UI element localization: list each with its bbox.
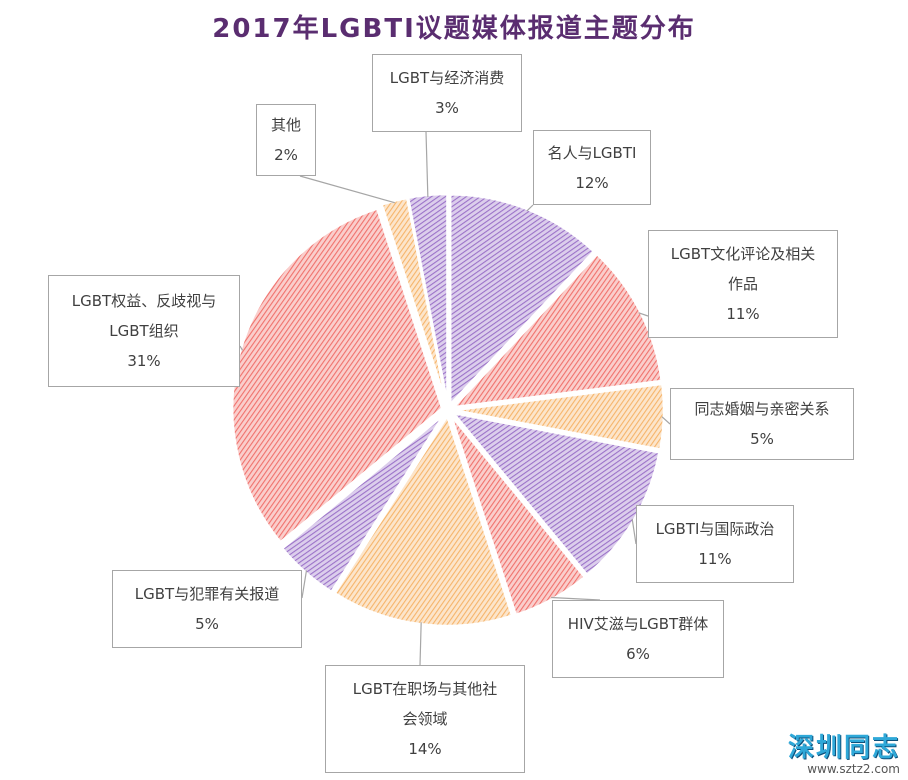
callout-label: 会领域 bbox=[402, 710, 448, 728]
callout-label: LGBT权益、反歧视与 bbox=[71, 292, 217, 310]
watermark-url: www.sztz2.com bbox=[807, 762, 900, 776]
watermark-text: 深圳同志 bbox=[787, 733, 900, 763]
pie-slice bbox=[448, 193, 596, 408]
callout-percent: 11% bbox=[698, 550, 732, 568]
leader-line bbox=[631, 518, 637, 545]
leader-line bbox=[661, 416, 671, 425]
callout-label: LGBT文化评论及相关 bbox=[670, 245, 816, 263]
slice-callout: HIV艾滋与LGBT群体 6% bbox=[552, 600, 724, 678]
slice-callout: LGBT在职场与其他社 会领域 14% bbox=[325, 665, 525, 773]
pie-slice bbox=[450, 252, 664, 409]
pie-slice bbox=[280, 413, 446, 594]
slice-callout: 名人与LGBTI 12% bbox=[533, 130, 651, 205]
leader-line bbox=[299, 175, 395, 204]
callout-percent: 11% bbox=[726, 305, 760, 323]
leader-line bbox=[425, 131, 429, 197]
slice-callout: LGBTI与国际政治 11% bbox=[636, 505, 794, 583]
callout-label: HIV艾滋与LGBT群体 bbox=[567, 615, 709, 633]
leader-line bbox=[419, 622, 422, 666]
watermark: 深圳同志 www.sztz2.com bbox=[788, 727, 900, 776]
callout-percent: 5% bbox=[195, 615, 219, 633]
pie-slice bbox=[453, 382, 666, 452]
callout-percent: 3% bbox=[435, 99, 459, 117]
callout-label: 同志婚姻与亲密关系 bbox=[694, 400, 830, 418]
leader-line bbox=[239, 345, 244, 351]
callout-percent: 14% bbox=[408, 740, 442, 758]
slice-callout: 同志婚姻与亲密关系 5% bbox=[670, 388, 854, 460]
callout-percent: 6% bbox=[626, 645, 650, 663]
leader-line bbox=[301, 570, 308, 599]
pie-slice bbox=[449, 414, 587, 617]
slice-callout: LGBT与经济消费 3% bbox=[372, 54, 522, 132]
callout-percent: 2% bbox=[274, 146, 298, 164]
callout-label: 其他 bbox=[270, 116, 301, 134]
callout-percent: 5% bbox=[750, 430, 774, 448]
slice-callout: LGBT与犯罪有关报道 5% bbox=[112, 570, 302, 648]
slice-callout: LGBT权益、反歧视与 LGBT组织 31% bbox=[48, 275, 240, 387]
leader-line bbox=[638, 312, 649, 317]
leader-line bbox=[551, 596, 601, 601]
callout-label: LGBT组织 bbox=[109, 322, 179, 340]
callout-label: 名人与LGBTI bbox=[547, 143, 637, 162]
slice-callout: LGBT文化评论及相关 作品 11% bbox=[648, 230, 838, 338]
callout-percent: 12% bbox=[575, 173, 609, 192]
pie-slice bbox=[449, 411, 661, 577]
callout-label: LGBT与犯罪有关报道 bbox=[134, 585, 280, 603]
slice-callout: 其他 2% bbox=[256, 104, 316, 176]
leader-line bbox=[526, 204, 534, 212]
callout-label: LGBT与经济消费 bbox=[389, 69, 505, 87]
callout-label: 作品 bbox=[727, 275, 758, 293]
callout-label: LGBTI与国际政治 bbox=[655, 520, 775, 538]
chart-title: 2017年LGBTI议题媒体报道主题分布 bbox=[212, 14, 696, 44]
callout-label: LGBT在职场与其他社 bbox=[352, 680, 498, 698]
callout-percent: 31% bbox=[127, 352, 161, 370]
pie-slice bbox=[230, 207, 444, 544]
